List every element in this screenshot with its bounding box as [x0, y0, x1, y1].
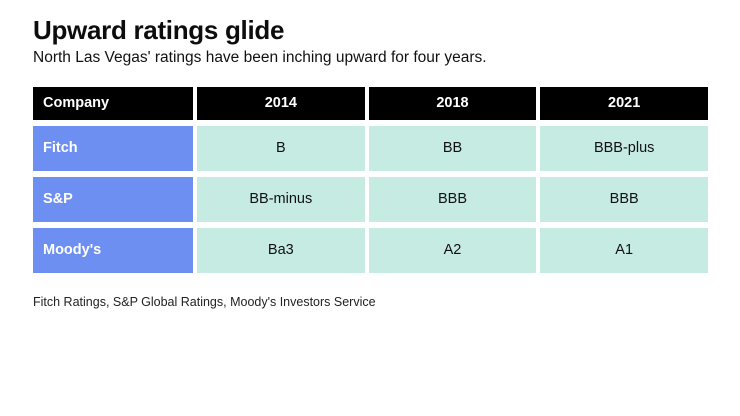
row-label-fitch: Fitch: [33, 125, 193, 171]
cell-moodys-2018: A2: [368, 227, 537, 273]
column-header-2014: 2014: [197, 86, 365, 120]
cell-fitch-2021: BBB-plus: [540, 125, 708, 171]
row-label-moodys: Moody's: [33, 227, 193, 273]
ratings-table: Company 2014 2018 2021 Fitch B BB BBB-pl…: [33, 86, 708, 273]
row-label-sp: S&P: [33, 176, 193, 222]
subtitle: North Las Vegas' ratings have been inchi…: [33, 48, 487, 66]
cell-sp-2014: BB-minus: [197, 176, 365, 222]
cell-moodys-2021: A1: [540, 227, 708, 273]
source-note: Fitch Ratings, S&P Global Ratings, Moody…: [33, 294, 376, 309]
cell-fitch-2014: B: [197, 125, 365, 171]
cell-moodys-2014: Ba3: [197, 227, 365, 273]
column-header-2021: 2021: [540, 86, 708, 120]
page-title: Upward ratings glide: [33, 15, 285, 45]
cell-sp-2018: BBB: [368, 176, 537, 222]
column-header-company: Company: [33, 86, 193, 120]
cell-sp-2021: BBB: [540, 176, 708, 222]
cell-fitch-2018: BB: [368, 125, 537, 171]
column-header-2018: 2018: [368, 86, 537, 120]
